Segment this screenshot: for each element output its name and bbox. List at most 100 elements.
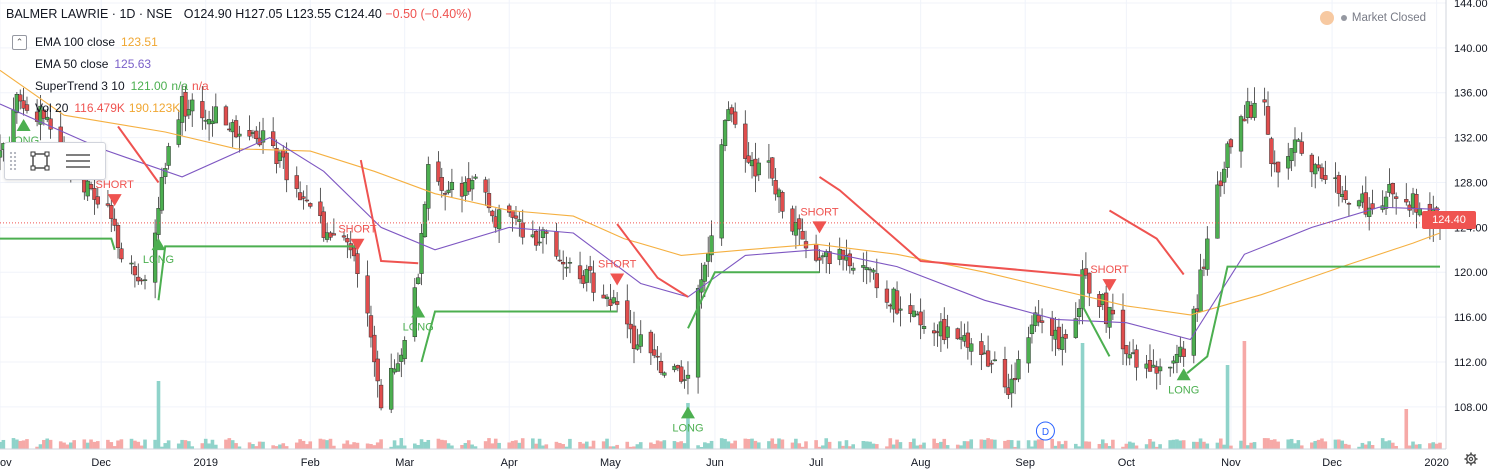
floating-toolbar[interactable] (4, 142, 106, 180)
candle-body (213, 106, 218, 124)
volume-bar (608, 446, 613, 449)
volume-bar (1390, 442, 1395, 449)
volume-bar (328, 438, 333, 449)
volume-bar (962, 441, 967, 449)
candle-body (638, 334, 643, 347)
volume-bar (1387, 440, 1392, 449)
volume-bar (770, 438, 775, 449)
candle-body (770, 157, 775, 179)
time-tick-label: Oct (1118, 457, 1135, 469)
volume-bar (1289, 438, 1294, 449)
candle-body (584, 268, 589, 283)
volume-bar (709, 440, 714, 449)
candle-body (756, 162, 761, 176)
candle-body (719, 144, 724, 239)
candle-body (129, 262, 134, 265)
candle-body (945, 326, 950, 338)
short-label: SHORT (1090, 264, 1129, 276)
candle-body (1080, 269, 1085, 309)
volume-bar (1239, 440, 1243, 449)
volume-bar (659, 441, 663, 449)
indicator-lines (0, 69, 1446, 374)
supertrend-down-line (1108, 209, 1185, 276)
volume-bar (82, 439, 87, 449)
candle-body (695, 288, 701, 378)
volume-bar (35, 446, 39, 449)
volume-bar (1148, 439, 1152, 449)
volume-bar (38, 444, 43, 449)
short-label: SHORT (338, 224, 377, 236)
legend-ema100[interactable]: ⌃ EMA 100 close 123.51 (12, 31, 209, 53)
volume-bar (1296, 440, 1301, 449)
legend-volume[interactable]: Vol 20 116.479K 190.123K (12, 97, 209, 119)
gear-icon[interactable] (1464, 452, 1478, 471)
candle-body (884, 288, 890, 303)
line-settings-icon[interactable] (63, 146, 93, 176)
candle-body (507, 205, 512, 213)
volume-bar (207, 443, 211, 449)
volume-bar (531, 438, 535, 449)
volume-bar (1262, 438, 1267, 449)
volume-bar (756, 442, 761, 449)
collapse-icon[interactable]: ⌃ (12, 34, 27, 50)
candle-body (1222, 168, 1227, 183)
volume-bar (601, 441, 606, 449)
rectangle-select-icon[interactable] (25, 146, 55, 176)
volume-bar (1252, 442, 1257, 449)
candle-body (1191, 308, 1196, 356)
candle-body (635, 344, 640, 350)
candle-body (301, 196, 306, 199)
ohlc-change: −0.50 (−0.40%) (385, 7, 472, 21)
market-status[interactable]: Market Closed (1319, 11, 1426, 25)
candle-body (679, 366, 684, 382)
candle-body (965, 332, 971, 348)
candle-body (561, 261, 566, 265)
volume-bar (1202, 441, 1206, 449)
candle-body (1275, 161, 1281, 173)
candle-body (402, 340, 407, 360)
candle-body (648, 331, 654, 354)
candle-body (355, 253, 360, 274)
volume-bar (416, 444, 420, 449)
candle-body (780, 192, 785, 212)
candle-body (1134, 349, 1139, 368)
candle-body (95, 196, 100, 205)
long-arrow-icon (16, 118, 31, 131)
volume-bar (979, 439, 984, 449)
drag-handle-icon[interactable] (9, 151, 17, 171)
legend-supertrend[interactable]: SuperTrend 3 10 121.00 n/a n/a (12, 75, 209, 97)
candle-body (874, 273, 879, 289)
candle-body (1289, 148, 1294, 161)
legend-name: SuperTrend 3 10 (35, 79, 125, 93)
volume-bar (800, 446, 805, 449)
volume-bar (399, 438, 404, 449)
legend-ema50[interactable]: EMA 50 close 125.63 (12, 53, 209, 75)
volume-bar (308, 441, 313, 449)
candle-body (871, 269, 876, 273)
volume-bar (402, 445, 407, 449)
price-tick-label: 136.00 (1454, 88, 1488, 100)
candle-body (1404, 199, 1409, 203)
volume-bar (750, 438, 754, 449)
candle-body (591, 272, 596, 293)
candle-body (682, 379, 687, 381)
volume-bar (301, 440, 306, 449)
long-arrow-icon (151, 238, 166, 251)
candle-body (1168, 366, 1173, 369)
candle-body (989, 362, 994, 365)
price-axis (1446, 0, 1494, 474)
candle-body (1026, 337, 1031, 364)
volume-bar (436, 438, 441, 449)
candle-body (955, 328, 960, 340)
signal-markers: LONG SHORT LONG SHORT LONG SHORT LONG SHORT SHOR… (8, 118, 1199, 441)
volume-bar (190, 446, 195, 449)
price-tick-label: 132.00 (1454, 133, 1488, 145)
volume-bar (497, 442, 501, 449)
candle-body (1242, 118, 1247, 122)
legend-name: Vol 20 (35, 101, 69, 115)
candle-body (746, 155, 751, 163)
candle-body (308, 203, 313, 207)
symbol-title[interactable]: BALMER LAWRIE · 1D · NSE (6, 7, 173, 21)
long-label: LONG (1168, 384, 1199, 396)
